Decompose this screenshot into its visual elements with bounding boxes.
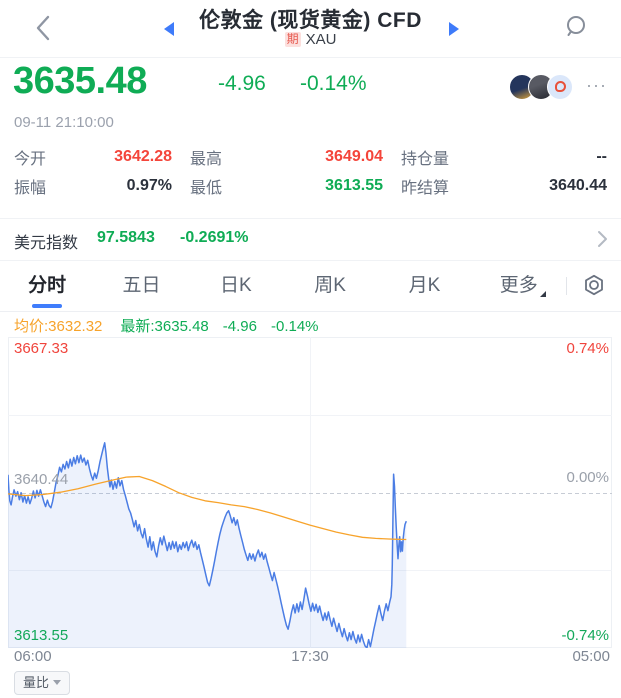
chart-canvas <box>8 337 612 648</box>
active-tab-underline <box>32 304 63 308</box>
stat-value: -- <box>596 147 607 165</box>
subtitle: 期 XAU <box>0 31 621 48</box>
stat-label: 昨结算 <box>401 179 450 197</box>
legend-last: 最新:3635.48 <box>120 318 209 335</box>
tab-label: 周K <box>314 275 346 296</box>
stat-label: 振幅 <box>14 179 47 197</box>
usd-index-value: 97.5843 <box>97 229 155 246</box>
futures-badge: 期 <box>284 32 301 47</box>
last-price: 3635.48 <box>13 60 147 102</box>
page-title: 伦敦金 (现货黄金) CFD <box>199 9 422 32</box>
weibo-eye-icon <box>554 81 566 92</box>
chart-settings-icon[interactable] <box>567 271 621 302</box>
usd-index-label: 美元指数 <box>14 235 79 252</box>
caret-down-icon <box>53 680 62 685</box>
legend-change-percent: -0.14% <box>270 318 319 335</box>
tab-label: 日K <box>219 275 252 296</box>
intraday-chart[interactable]: 3667.33 3640.44 3613.55 0.74% 0.00% -0.7… <box>8 337 612 648</box>
title-wrap: 伦敦金 (现货黄金) CFD <box>0 4 621 34</box>
back-icon[interactable] <box>30 12 58 44</box>
header-bar: 伦敦金 (现货黄金) CFD 期 XAU <box>0 0 621 58</box>
stat-label: 最高 <box>190 150 223 168</box>
chevron-right-icon <box>595 227 609 251</box>
x-axis: 06:00 17:30 05:00 <box>8 648 612 668</box>
x-tick-end: 05:00 <box>572 648 610 665</box>
tab-five-day[interactable]: 五日 <box>94 263 188 309</box>
tab-daily-k[interactable]: 日K <box>189 263 283 309</box>
prev-instrument-icon[interactable] <box>164 22 174 36</box>
chart-legend: 均价:3632.32 最新:3635.48 -4.96 -0.14% <box>14 315 614 337</box>
next-instrument-icon[interactable] <box>449 22 459 36</box>
price-change-percent: -0.14% <box>300 72 367 95</box>
x-tick-middle: 17:30 <box>291 648 329 665</box>
tab-more[interactable]: 更多 <box>472 263 566 309</box>
tab-monthly-k[interactable]: 月K <box>377 263 471 309</box>
stat-label: 最低 <box>190 179 223 197</box>
usd-index-change: -0.2691% <box>180 229 249 246</box>
price-change: -4.96 <box>218 72 266 95</box>
stat-low: 最低 3613.55 <box>190 171 401 200</box>
search-icon[interactable] <box>564 14 590 40</box>
stats-grid: 今开 3642.28 最高 3649.04 持仓量 -- 振幅 0.97% 最低… <box>14 142 607 202</box>
quote-timestamp: 09-11 21:10:00 <box>14 114 114 131</box>
stat-open: 今开 3642.28 <box>14 142 190 171</box>
symbol-code: XAU <box>305 31 337 48</box>
more-options-icon[interactable]: ··· <box>586 75 607 95</box>
x-tick-start: 06:00 <box>14 648 52 665</box>
volume-ratio-label: 量比 <box>23 675 50 690</box>
stat-value: 0.97% <box>126 176 172 194</box>
quote-section: 3635.48 -4.96 -0.14% ··· 09-11 21:10:00 <box>0 58 621 142</box>
stat-value: 3642.28 <box>114 147 172 165</box>
volume-ratio-dropdown[interactable]: 量比 <box>14 671 71 695</box>
tab-minute[interactable]: 分时 <box>0 263 94 309</box>
tab-label: 分时 <box>28 275 67 296</box>
stat-prev-settle: 昨结算 3640.44 <box>401 171 607 200</box>
stat-value: 3640.44 <box>549 176 607 194</box>
tab-label: 五日 <box>122 275 161 296</box>
stat-label: 今开 <box>14 150 47 168</box>
stat-value: 3613.55 <box>325 176 383 194</box>
chart-period-tabs: 分时 五日 日K 周K 月K 更多 <box>0 261 621 312</box>
tab-weekly-k[interactable]: 周K <box>283 263 377 309</box>
commentator-avatars[interactable] <box>509 74 573 100</box>
tab-label: 更多 <box>499 275 538 296</box>
tab-label: 月K <box>408 275 441 296</box>
stat-open-interest: 持仓量 -- <box>401 142 607 171</box>
legend-average: 均价:3632.32 <box>14 318 103 335</box>
stat-high: 最高 3649.04 <box>190 142 401 171</box>
divider <box>565 277 567 295</box>
usd-index-row[interactable]: 美元指数 97.5843 -0.2691% <box>0 218 621 261</box>
legend-change: -4.96 <box>222 318 257 335</box>
stat-value: 3649.04 <box>325 147 383 165</box>
stat-amplitude: 振幅 0.97% <box>14 171 190 200</box>
stat-label: 持仓量 <box>401 150 450 168</box>
weibo-avatar[interactable] <box>547 74 573 100</box>
corner-caret-icon <box>539 291 546 297</box>
